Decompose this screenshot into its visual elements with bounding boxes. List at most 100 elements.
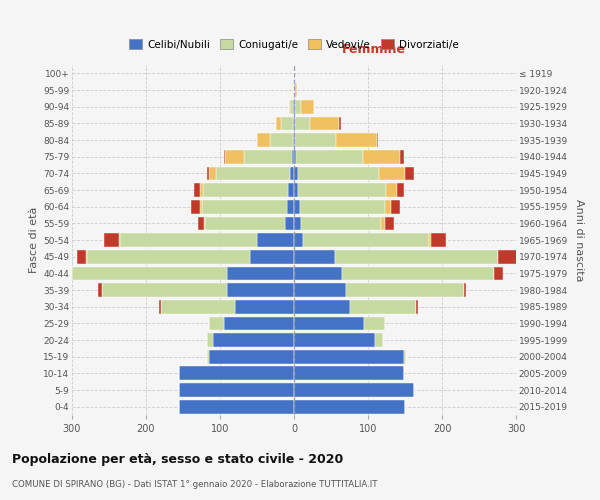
Bar (160, 300, 161, 314)
Bar (235, 300, 294, 314)
Bar (179, 383, 294, 397)
Bar (294, 400, 405, 413)
Bar (294, 200, 300, 213)
Bar (203, 183, 288, 197)
Bar (225, 150, 244, 164)
Bar (209, 166, 216, 180)
Bar (363, 150, 400, 164)
Bar (294, 383, 414, 397)
Bar (294, 266, 342, 280)
Bar (293, 133, 294, 147)
Bar (289, 100, 290, 114)
Bar (298, 166, 379, 180)
Bar (416, 300, 418, 314)
Bar (209, 350, 294, 364)
Bar (310, 116, 339, 130)
Bar (364, 316, 385, 330)
Bar (179, 400, 294, 413)
Bar (275, 116, 281, 130)
Bar (404, 350, 406, 364)
Bar (294, 333, 376, 347)
Bar (428, 233, 431, 247)
Bar (119, 233, 120, 247)
Bar (224, 150, 225, 164)
Bar (294, 250, 335, 264)
Bar (303, 233, 428, 247)
Bar (206, 333, 212, 347)
Bar (431, 233, 446, 247)
Legend: Celibi/Nubili, Coniugati/e, Vedovi/e, Divorziati/e: Celibi/Nubili, Coniugati/e, Vedovi/e, Di… (125, 35, 463, 54)
Bar (206, 350, 209, 364)
Bar (161, 300, 235, 314)
Bar (287, 200, 294, 213)
Y-axis label: Anni di nascita: Anni di nascita (574, 198, 584, 281)
Bar (120, 233, 257, 247)
Bar (224, 316, 294, 330)
Bar (296, 150, 363, 164)
Bar (101, 283, 227, 297)
Bar (494, 266, 503, 280)
Bar (87, 250, 250, 264)
Bar (98, 283, 101, 297)
Bar (294, 300, 349, 314)
Bar (281, 116, 293, 130)
Bar (294, 166, 298, 180)
Bar (288, 183, 294, 197)
Text: COMUNE DI SPIRANO (BG) - Dati ISTAT 1° gennaio 2020 - Elaborazione TUTTITALIA.IT: COMUNE DI SPIRANO (BG) - Dati ISTAT 1° g… (12, 480, 377, 489)
Bar (72, 266, 227, 280)
Bar (77, 250, 86, 264)
Bar (244, 150, 292, 164)
Bar (285, 216, 294, 230)
Bar (294, 83, 295, 97)
Bar (346, 283, 464, 297)
Bar (179, 366, 294, 380)
Bar (400, 150, 404, 164)
Bar (294, 216, 301, 230)
Bar (290, 166, 294, 180)
Bar (385, 200, 391, 213)
Bar (212, 333, 294, 347)
Bar (86, 250, 87, 264)
Bar (290, 100, 293, 114)
Bar (227, 266, 294, 280)
Text: Femmine: Femmine (342, 44, 406, 57)
Bar (294, 150, 296, 164)
Bar (464, 283, 466, 297)
Bar (217, 166, 290, 180)
Bar (294, 316, 364, 330)
Bar (376, 333, 383, 347)
Bar (206, 166, 209, 180)
Bar (339, 116, 341, 130)
Bar (293, 100, 294, 114)
Bar (295, 133, 336, 147)
Bar (349, 300, 416, 314)
Bar (292, 150, 294, 164)
Bar (335, 250, 497, 264)
Bar (71, 266, 72, 280)
Bar (377, 133, 379, 147)
Bar (295, 100, 301, 114)
Bar (342, 266, 494, 280)
Bar (191, 200, 200, 213)
Bar (293, 116, 294, 130)
Y-axis label: Fasce di età: Fasce di età (29, 207, 39, 273)
Bar (294, 183, 298, 197)
Bar (300, 200, 385, 213)
Bar (379, 166, 405, 180)
Bar (205, 216, 285, 230)
Bar (336, 133, 377, 147)
Bar (301, 216, 382, 230)
Bar (294, 366, 404, 380)
Bar (200, 200, 202, 213)
Bar (385, 216, 394, 230)
Bar (295, 116, 310, 130)
Bar (294, 283, 346, 297)
Bar (405, 166, 414, 180)
Bar (295, 83, 297, 97)
Bar (386, 183, 397, 197)
Bar (382, 216, 385, 230)
Bar (294, 133, 295, 147)
Bar (294, 350, 404, 364)
Bar (397, 183, 404, 197)
Bar (227, 283, 294, 297)
